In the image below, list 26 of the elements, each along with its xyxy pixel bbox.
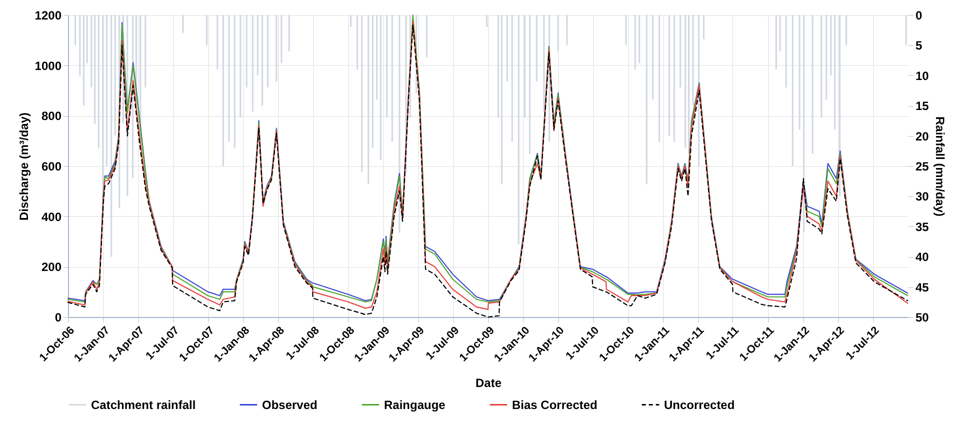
legend-label: Catchment rainfall [91,398,196,412]
legend-label: Raingauge [384,398,446,412]
legend-label: Observed [262,398,318,412]
y2-tick-label: 10 [916,68,930,83]
y2-tick-label: 50 [916,310,930,324]
legend-label: Uncorrected [664,398,735,412]
y-tick-label: 1000 [34,58,62,73]
y-tick-label: 400 [41,210,62,224]
y-tick-label: 800 [41,109,62,124]
x-axis-title: Date [475,376,502,390]
y2-tick-label: 15 [916,99,930,114]
y2-tick-label: 40 [916,250,930,264]
y-tick-label: 200 [41,260,62,274]
y-tick-label: 600 [41,160,62,174]
y2-axis-title: Rainfall (mm/day) [932,116,947,217]
y2-tick-label: 20 [916,129,930,144]
y2-tick-label: 0 [916,8,922,22]
y2-tick-label: 35 [916,220,930,234]
y-tick-label: 0 [54,310,62,324]
y-tick-label: 1200 [34,8,62,22]
y2-tick-label: 30 [916,190,930,204]
y2-tick-label: 25 [916,160,930,174]
y2-tick-label: 5 [916,38,922,53]
legend-label: Bias Corrected [512,398,598,412]
y2-tick-label: 45 [916,280,930,294]
y-axis-title: Discharge (m³/day) [16,112,31,221]
